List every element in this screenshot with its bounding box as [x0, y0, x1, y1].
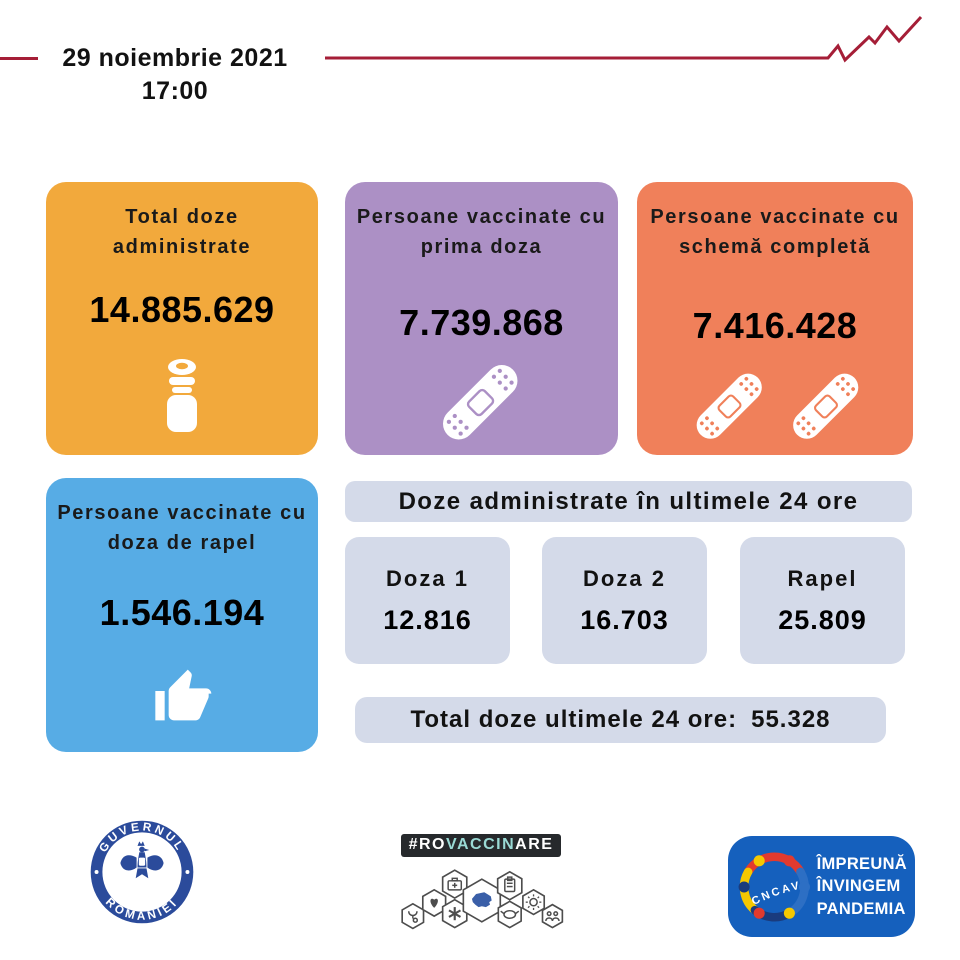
card-first-dose: Persoane vaccinate cu prima doza 7.739.8…: [345, 182, 618, 455]
card-value: 1.546.194: [99, 591, 265, 633]
dose2-label: Doza 2: [583, 565, 666, 591]
card-booster-dose: Persoane vaccinate cu doza de rapel 1.54…: [46, 478, 318, 752]
rovaccinare-logo: #ROVACCINARE: [383, 834, 579, 935]
card-title: Total doze administrate: [112, 206, 252, 258]
virus-hexagon: [522, 888, 546, 916]
trend-zigzag-icon: [325, 15, 923, 63]
booster-card: Rapel 25.809: [740, 537, 905, 664]
total-24h-value: 55.328: [751, 706, 831, 733]
romanian-government-seal: GUVERNUL ROMÂNIEI: [88, 818, 196, 926]
dose1-card: Doza 1 12.816: [345, 537, 510, 664]
thumbs-up-icon: [150, 667, 214, 736]
hexagon-icon-cluster: [401, 869, 564, 930]
mask-hexagon: [497, 900, 522, 929]
eagle-crest-icon: [120, 841, 164, 879]
people-hexagon: [541, 903, 564, 929]
campaign-slogan: ÎMPREUNĂ ÎNVINGEM PANDEMIA: [816, 855, 907, 918]
card-title: Persoane vaccinate cu schemă completă: [650, 206, 900, 258]
bandage-icon: [434, 365, 530, 440]
vaccine-vial-icon: [156, 358, 208, 439]
report-date: 29 noiembrie 2021: [62, 44, 288, 72]
cncav-logo: CNCAV ÎMPREUNĂ ÎNVINGEM PANDEMIA: [728, 836, 915, 937]
clipboard-hexagon: [496, 870, 523, 901]
dose2-card: Doza 2 16.703: [542, 537, 707, 664]
card-value: 7.416.428: [692, 304, 858, 346]
card-title: Persoane vaccinate cu prima doza: [356, 206, 607, 258]
romania-map-icon: [471, 892, 492, 908]
card-value: 14.885.629: [89, 289, 275, 330]
card-total-doses: Total doze administrate 14.885.629: [46, 182, 318, 455]
red-line-left: [0, 57, 38, 60]
card-title: Persoane vaccinate cu doza de rapel: [57, 502, 307, 554]
booster-label: Rapel: [787, 565, 858, 591]
dose1-value: 12.816: [383, 604, 472, 635]
card-full-schema: Persoane vaccinate cu schemă completă 7.…: [637, 182, 913, 455]
last24-header: Doze administrate în ultimele 24 ore: [345, 481, 912, 522]
double-bandage-icon: [689, 373, 861, 439]
total-24h-bar: Total doze ultimele 24 ore: 55.328: [355, 697, 886, 743]
total-24h-label: Total doze ultimele 24 ore:: [410, 706, 738, 733]
dose2-value: 16.703: [580, 604, 669, 635]
dose1-label: Doza 1: [386, 565, 469, 591]
cncav-emblem: CNCAV: [738, 851, 811, 922]
report-datetime: 29 noiembrie 2021 17:00: [40, 42, 310, 108]
booster-value: 25.809: [778, 604, 867, 635]
card-value: 7.739.868: [399, 301, 564, 343]
report-time: 17:00: [141, 77, 209, 105]
rovaccinare-banner: #ROVACCINARE: [400, 834, 562, 857]
